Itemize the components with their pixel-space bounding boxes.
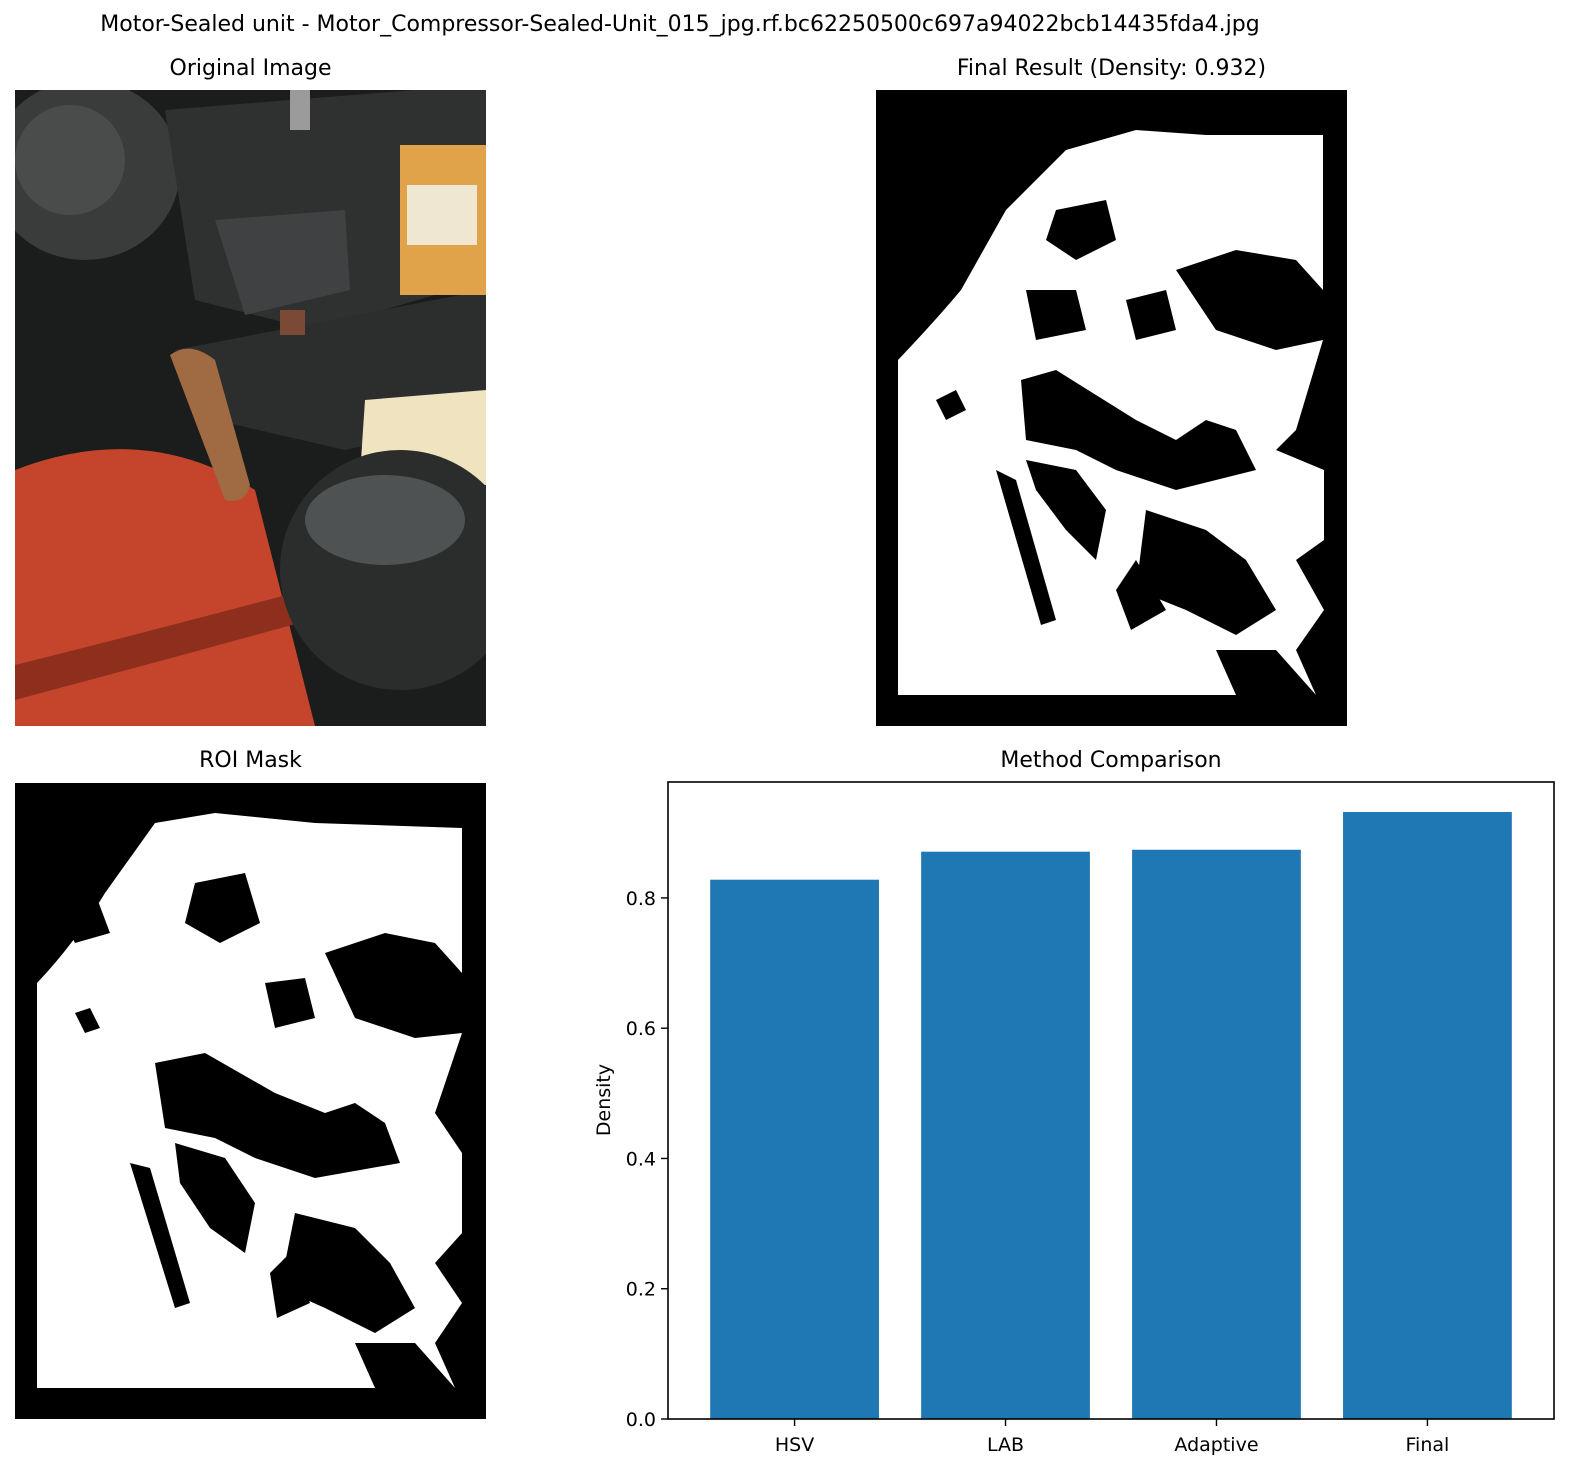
bar-adaptive (1132, 849, 1301, 1419)
y-tick-label: 0.4 (626, 1148, 656, 1170)
final-result-title: Final Result (Density: 0.932) (956, 56, 1267, 81)
method-comparison-title: Method Comparison (1000, 748, 1222, 773)
roi-mask-illustration (15, 783, 486, 1419)
y-axis-label: Density (593, 1064, 615, 1136)
figure-suptitle: Motor-Sealed unit - Motor_Compressor-Sea… (100, 12, 1260, 37)
bar-final (1343, 811, 1512, 1419)
original-image-title: Original Image (169, 56, 332, 81)
x-tick-label: HSV (775, 1434, 814, 1456)
y-tick-label: 0.0 (626, 1409, 656, 1431)
final-result-mask (876, 90, 1347, 726)
roi-mask-title: ROI Mask (199, 748, 302, 773)
x-tick-label: LAB (987, 1434, 1024, 1456)
axes-frame (667, 781, 1555, 1420)
y-tick-label: 0.6 (626, 1018, 656, 1040)
x-tick-label: Final (1406, 1434, 1450, 1456)
roi-mask (15, 783, 486, 1419)
y-tick-label: 0.2 (626, 1279, 656, 1301)
bar-hsv (710, 879, 879, 1419)
y-tick-label: 0.8 (626, 888, 656, 910)
final-mask-illustration (876, 90, 1347, 726)
bar-lab (921, 851, 1090, 1419)
original-image (15, 90, 486, 726)
original-photo-illustration (15, 90, 486, 726)
x-tick-label: Adaptive (1174, 1434, 1258, 1456)
